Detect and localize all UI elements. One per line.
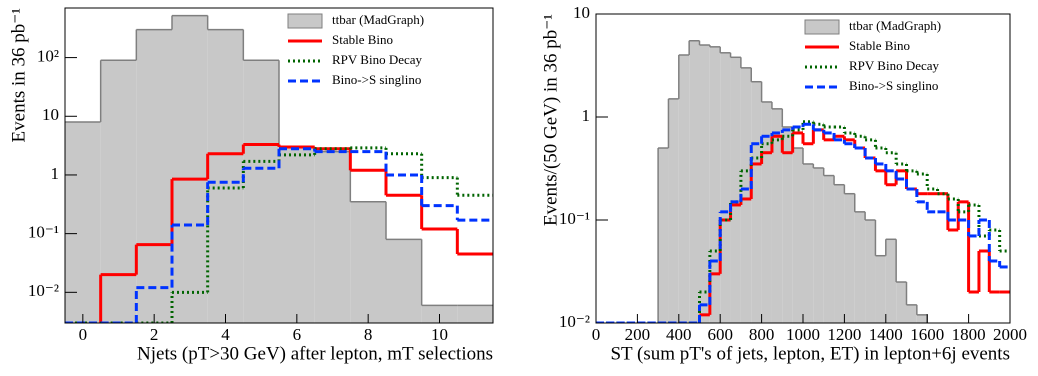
hist-bar: [668, 98, 679, 323]
y-tick-label: 10⁻¹: [28, 223, 59, 242]
x-tick-label: 10: [431, 325, 448, 344]
x-tick-label: 200: [625, 325, 651, 344]
hist-bar: [792, 148, 803, 323]
x-tick-label: 0: [592, 325, 601, 344]
hist-bar: [813, 167, 824, 323]
y-tick-label: 10⁻²: [559, 312, 590, 331]
x-axis-title: ST (sum pT's of jets, lepton, ET) in lep…: [610, 343, 1010, 364]
hist-bar: [709, 46, 721, 323]
x-tick-label: 8: [364, 325, 373, 344]
hist-bar: [834, 184, 845, 323]
y-tick-label: 1: [582, 106, 591, 125]
y-tick-label: 10⁻¹: [559, 209, 590, 228]
legend-label: RPV Bino Decay: [849, 58, 940, 73]
hist-bar: [730, 57, 741, 323]
x-tick-label: 1800: [952, 325, 986, 344]
series: [65, 147, 493, 323]
x-tick-label: 1000: [786, 325, 820, 344]
y-tick-label: 10⁻²: [28, 281, 59, 300]
hist-bar: [457, 305, 493, 323]
y-axis-title: Events in 36 pb⁻¹: [8, 8, 29, 143]
x-axis-title: Njets (pT>30 GeV) after lepton, mT selec…: [137, 343, 493, 364]
x-tick-label: 6: [293, 325, 302, 344]
hist-bar: [875, 255, 886, 323]
legend-label: Bino->S singlino: [849, 78, 938, 93]
legend-label: ttbar (MadGraph): [849, 18, 941, 33]
panel: 0 200 400 600 800 1000 1200 1400 1600 1800 2000 10⁻…: [540, 3, 1027, 364]
hist-bar: [854, 211, 866, 323]
series: [596, 122, 1010, 323]
hist-bar: [136, 29, 172, 323]
legend-label: Stable Bino: [332, 32, 393, 47]
x-tick-label: 1600: [910, 325, 944, 344]
hist-bar: [906, 304, 917, 323]
hist-bar: [885, 239, 897, 323]
legend-label: Bino->S singlino: [332, 72, 421, 87]
hist-bar: [782, 126, 793, 323]
hist-bar: [65, 121, 101, 323]
plot-frame: [64, 7, 494, 324]
hist-bar: [865, 220, 876, 323]
x-tick-label: 1200: [827, 325, 861, 344]
hist-bar: [771, 108, 783, 323]
hist-bar: [844, 193, 855, 323]
hist-bar: [350, 201, 386, 323]
x-tick-label: 1400: [869, 325, 903, 344]
hist-bar: [243, 60, 279, 323]
x-tick-label: 400: [666, 325, 692, 344]
plot-area: [596, 39, 1010, 323]
hist-bar: [761, 101, 772, 323]
hist-bar: [803, 163, 814, 323]
hist-bar: [823, 175, 835, 323]
hist-bar: [678, 54, 690, 323]
hist-bar: [916, 314, 928, 323]
hist-bar: [720, 52, 731, 323]
x-tick-label: 2: [150, 325, 159, 344]
hist-bar: [896, 282, 907, 323]
x-tick-label: 2000: [993, 325, 1027, 344]
legend-swatch: [287, 13, 323, 29]
x-tick-label: 4: [221, 325, 230, 344]
panel: 0 2 4 6 8 10 10⁻² 10⁻¹ 1 10 10² Njets (pT>30 GeV) a…: [8, 7, 494, 364]
hist-bar: [740, 67, 752, 323]
legend-swatch: [804, 19, 840, 35]
y-axis-title: Events/(50 GeV) in 36 pb⁻¹: [540, 14, 561, 226]
hist-bar: [207, 29, 244, 323]
x-tick-label: 0: [79, 325, 88, 344]
hist-bar: [386, 239, 422, 323]
y-tick-label: 1: [51, 164, 60, 183]
y-tick-label: 10: [573, 3, 590, 22]
y-tick-label: 10²: [37, 46, 59, 65]
y-tick-label: 10: [42, 105, 59, 124]
hist-bar: [314, 151, 351, 323]
series: [657, 39, 928, 323]
legend-label: Stable Bino: [849, 38, 910, 53]
legend-label: RPV Bino Decay: [332, 52, 423, 67]
hist-bar: [699, 45, 710, 323]
plot-area: [65, 14, 493, 323]
hist-bar: [751, 81, 762, 323]
x-tick-label: 800: [749, 325, 775, 344]
x-tick-label: 600: [707, 325, 733, 344]
hist-bar: [689, 40, 700, 323]
legend-label: ttbar (MadGraph): [332, 12, 424, 27]
hist-bar: [172, 15, 208, 323]
series: [65, 14, 493, 323]
hist-bar: [279, 146, 315, 323]
hist-bar: [658, 148, 669, 323]
hist-bar: [100, 60, 137, 323]
